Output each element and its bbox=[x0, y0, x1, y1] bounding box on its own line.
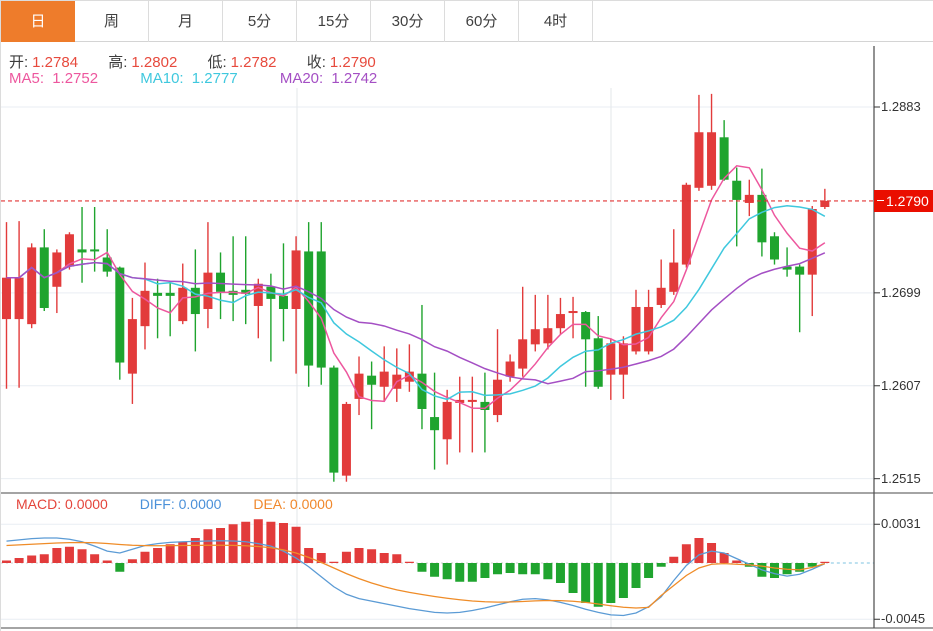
ma5-value: MA5: 1.2752 bbox=[9, 70, 99, 87]
candlestick-macd-chart[interactable] bbox=[1, 43, 933, 631]
price-axis-label: 1.2883 bbox=[881, 99, 921, 114]
price-axis-label: 1.2607 bbox=[881, 378, 921, 393]
timeframe-tabs: 日 周 月 5分 15分 30分 60分 4时 bbox=[1, 1, 933, 42]
high-value: 1.2802 bbox=[131, 54, 178, 71]
tab-week[interactable]: 周 bbox=[75, 1, 149, 42]
price-axis-label: 1.2699 bbox=[881, 285, 921, 300]
tab-30min[interactable]: 30分 bbox=[371, 1, 445, 42]
macd-axis-label-top: 0.0031 bbox=[881, 516, 921, 531]
tab-15min[interactable]: 15分 bbox=[297, 1, 371, 42]
ma20-value: MA20: 1.2742 bbox=[279, 70, 378, 87]
price-axis-label: 1.2515 bbox=[881, 471, 921, 486]
tab-5min[interactable]: 5分 bbox=[223, 1, 297, 42]
ohlc-readout: 开: 1.2784 高: 1.2802 低: 1.2782 收: 1.2790 bbox=[9, 51, 402, 72]
close-value: 1.2790 bbox=[329, 54, 376, 71]
close-label: 收: bbox=[306, 54, 326, 71]
macd-readout: MACD: 0.0000 DIFF: 0.0000 DEA: 0.0000 bbox=[16, 496, 333, 512]
tab-day[interactable]: 日 bbox=[1, 1, 75, 42]
dea-value: DEA: 0.0000 bbox=[253, 496, 333, 512]
macd-value: MACD: 0.0000 bbox=[16, 496, 108, 512]
open-value: 1.2784 bbox=[32, 54, 79, 71]
ma-readout: MA5: 1.2752 MA10: 1.2777 MA20: 1.2742 bbox=[9, 70, 385, 87]
low-value: 1.2782 bbox=[230, 54, 277, 71]
high-label: 高: bbox=[108, 54, 128, 71]
tab-60min[interactable]: 60分 bbox=[445, 1, 519, 42]
tab-month[interactable]: 月 bbox=[149, 1, 223, 42]
tab-4hour[interactable]: 4时 bbox=[519, 1, 593, 42]
current-price-tag: 1.2790 bbox=[874, 190, 933, 212]
low-label: 低: bbox=[207, 54, 227, 71]
open-label: 开: bbox=[9, 54, 29, 71]
diff-value: DIFF: 0.0000 bbox=[139, 496, 222, 512]
ma10-value: MA10: 1.2777 bbox=[140, 70, 238, 87]
macd-axis-label-bottom: -0.0045 bbox=[881, 611, 926, 626]
